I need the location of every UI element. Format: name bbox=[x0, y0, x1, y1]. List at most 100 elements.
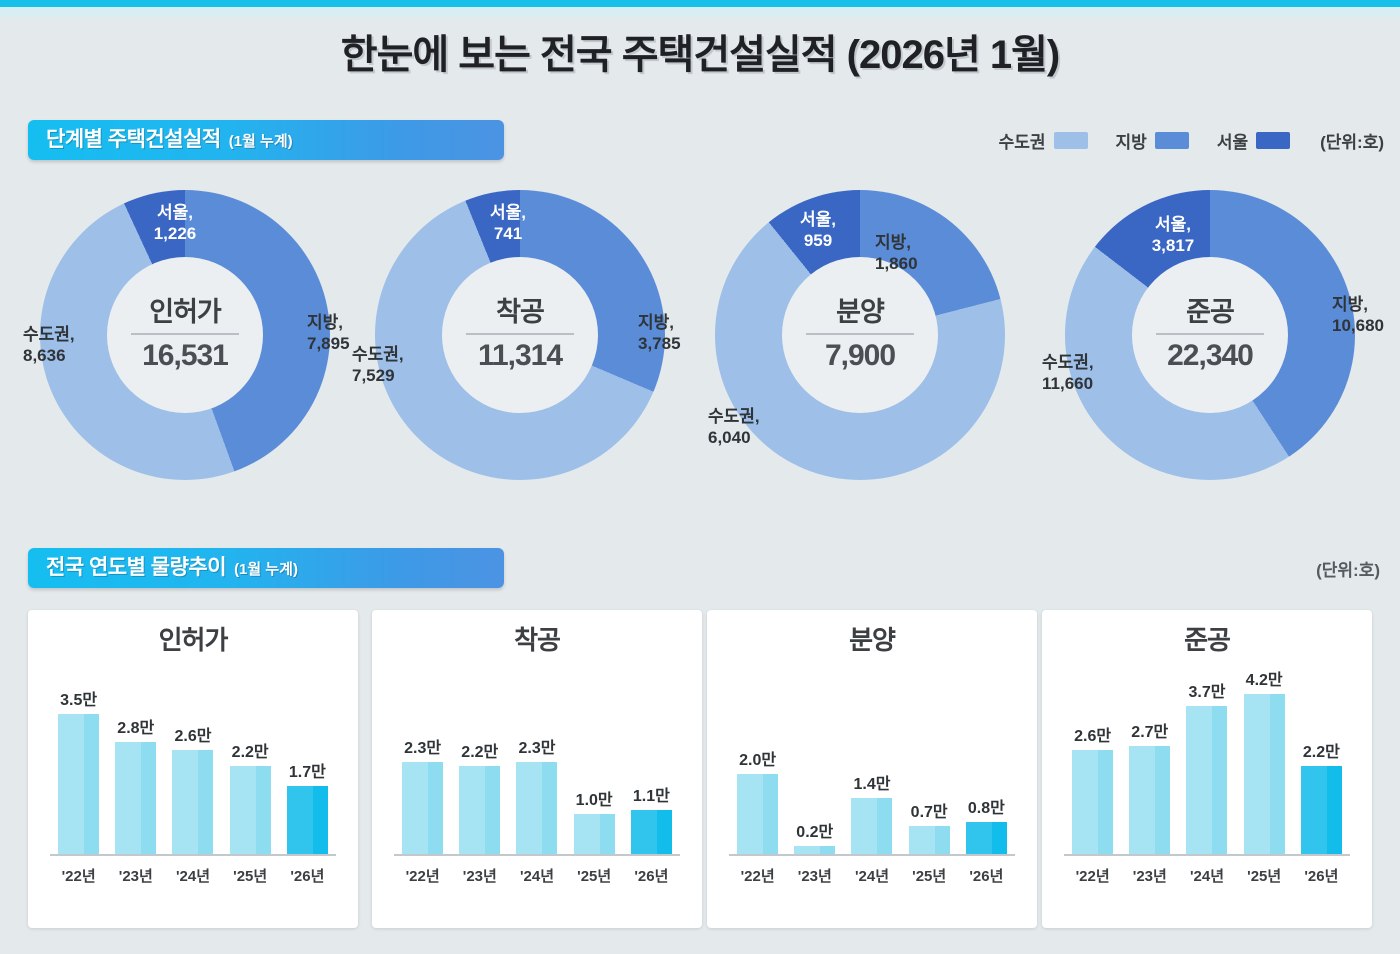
bar-chart-card-3: 분양 2.0만 0.2만 1.4만 0.7만 0.8만 '22년 '23년 '24년 '25년 '2… bbox=[707, 610, 1037, 928]
bar-column: 2.7만 bbox=[1124, 666, 1176, 854]
donut-label-jibang-name: 지방, bbox=[1332, 295, 1369, 314]
donut-label-seoul: 서울, 3,817 bbox=[1118, 215, 1228, 256]
x-axis-tick-label: '25년 bbox=[233, 868, 268, 885]
bar[interactable] bbox=[172, 750, 214, 854]
bar-value-label: 1.0만 bbox=[575, 792, 613, 809]
bar[interactable] bbox=[573, 814, 615, 854]
bar[interactable] bbox=[737, 774, 779, 854]
donut-label-sudogwon-value: 11,660 bbox=[1042, 373, 1094, 393]
donut-center-title: 분양 bbox=[836, 297, 885, 327]
bar-value-label: 1.4만 bbox=[853, 776, 891, 793]
bar-column: 1.7만 bbox=[281, 666, 333, 854]
x-axis-tick-label: '26년 bbox=[634, 868, 669, 885]
x-axis-line bbox=[50, 854, 336, 856]
bar-chart-card-1: 인허가 3.5만 2.8만 2.6만 2.2만 1.7만 '22년 '23년 '24년 '25년 '… bbox=[28, 610, 358, 928]
bar[interactable] bbox=[516, 762, 558, 854]
x-axis-tick-label: '24년 bbox=[519, 868, 554, 885]
legend-item-sudogwon: 수도권 bbox=[999, 128, 1088, 153]
bar-value-label: 2.8만 bbox=[117, 720, 155, 737]
legend-item-seoul: 서울 bbox=[1217, 128, 1291, 153]
section-header-trend-subtitle: (1월 누계) bbox=[234, 561, 298, 578]
x-axis-line bbox=[394, 854, 680, 856]
bar[interactable] bbox=[58, 714, 100, 854]
bar-value-label: 0.2만 bbox=[796, 824, 834, 841]
bar-chart-plot: 2.6만 2.7만 3.7만 4.2만 2.2만 '22년 '23년 '24년 '25년 '26년 bbox=[1056, 665, 1358, 890]
x-axis-tick-label: '24년 bbox=[1189, 868, 1224, 885]
bar-column: 2.3만 bbox=[397, 666, 449, 854]
donut-label-sudogwon-name: 수도권, bbox=[1042, 353, 1094, 372]
bar-value-label: 2.6만 bbox=[1074, 728, 1112, 745]
x-axis-labels: '22년 '23년 '24년 '25년 '26년 bbox=[394, 865, 680, 886]
bar[interactable] bbox=[630, 810, 672, 854]
bar[interactable] bbox=[1129, 746, 1171, 854]
bar-column: 0.8만 bbox=[960, 666, 1012, 854]
donut-label-sudogwon-value: 7,529 bbox=[352, 365, 395, 385]
bar-group: 2.0만 0.2만 1.4만 0.7만 0.8만 bbox=[729, 666, 1015, 854]
bar[interactable] bbox=[1186, 706, 1228, 854]
x-axis-tick-label: '24년 bbox=[175, 868, 210, 885]
bar[interactable] bbox=[459, 766, 501, 854]
donut-label-jibang-value: 10,680 bbox=[1332, 315, 1384, 335]
donut-label-seoul: 서울, 959 bbox=[768, 210, 868, 251]
bar-column: 1.4만 bbox=[846, 666, 898, 854]
bar-column: 4.2만 bbox=[1238, 666, 1290, 854]
bar[interactable] bbox=[965, 822, 1007, 854]
bar[interactable] bbox=[229, 766, 271, 854]
donut-label-jibang-value: 7,895 bbox=[307, 333, 350, 353]
donut-label-sudogwon: 수도권, 6,040 bbox=[708, 407, 760, 448]
x-axis-tick-label: '23년 bbox=[118, 868, 153, 885]
bar-value-label: 0.7만 bbox=[910, 804, 948, 821]
donut-label-sudogwon-name: 수도권, bbox=[23, 325, 75, 344]
x-axis-line bbox=[1064, 854, 1350, 856]
legend-label-jibang: 지방 bbox=[1115, 133, 1147, 152]
donut-label-jibang: 지방, 10,680 bbox=[1332, 295, 1384, 336]
bar[interactable] bbox=[1072, 750, 1114, 854]
bar[interactable] bbox=[286, 786, 328, 854]
bar[interactable] bbox=[402, 762, 444, 854]
bar-value-label: 3.7만 bbox=[1188, 684, 1226, 701]
donut-label-jibang: 지방, 3,785 bbox=[638, 313, 681, 354]
bar-column: 0.2만 bbox=[789, 666, 841, 854]
bar-value-label: 2.3만 bbox=[404, 740, 442, 757]
donut-label-seoul-name: 서울, bbox=[1154, 215, 1191, 234]
donut-chart-1: 인허가 16,531 서울, 1,226 지방, 7,895 수도권, 8,636 bbox=[15, 185, 355, 530]
bar-chart-plot: 2.3만 2.2만 2.3만 1.0만 1.1만 '22년 '23년 '24년 '25년 '26년 bbox=[386, 665, 688, 890]
top-accent-bar bbox=[0, 0, 1400, 7]
x-axis-tick-label: '23년 bbox=[462, 868, 497, 885]
section-header-stage-subtitle: (1월 누계) bbox=[228, 133, 293, 150]
donut-chart-3: 분양 7,900 서울, 959 지방, 1,860 수도권, 6,040 bbox=[690, 185, 1030, 530]
bar-value-label: 1.7만 bbox=[288, 764, 326, 781]
bar-group: 3.5만 2.8만 2.6만 2.2만 1.7만 bbox=[50, 666, 336, 854]
donut-chart-row: 인허가 16,531 서울, 1,226 지방, 7,895 수도권, 8,636 착공 11,3… bbox=[0, 185, 1400, 535]
x-axis-tick-label: '26년 bbox=[290, 868, 325, 885]
bar-chart-plot: 2.0만 0.2만 1.4만 0.7만 0.8만 '22년 '23년 '24년 '25년 '26년 bbox=[721, 665, 1023, 890]
bar[interactable] bbox=[908, 826, 950, 854]
bar-chart-plot: 3.5만 2.8만 2.6만 2.2만 1.7만 '22년 '23년 '24년 '25년 '26년 bbox=[42, 665, 344, 890]
bar[interactable] bbox=[115, 742, 157, 854]
bar-chart-title: 준공 bbox=[1184, 625, 1231, 655]
bar-value-label: 2.3만 bbox=[518, 740, 556, 757]
legend: 수도권 지방 서울 (단위:호) bbox=[971, 128, 1384, 153]
donut-center-divider bbox=[1156, 333, 1264, 335]
donut-label-sudogwon: 수도권, 7,529 bbox=[352, 345, 404, 386]
bar[interactable] bbox=[851, 798, 893, 854]
donut-label-seoul-value: 1,226 bbox=[153, 223, 197, 243]
bar[interactable] bbox=[794, 846, 836, 854]
bar-column: 3.5만 bbox=[53, 666, 105, 854]
donut-label-jibang-value: 3,785 bbox=[638, 333, 681, 353]
legend-unit: (단위:호) bbox=[1320, 133, 1384, 152]
bar[interactable] bbox=[1243, 694, 1285, 854]
donut-label-seoul-name: 서울, bbox=[156, 203, 193, 222]
bar[interactable] bbox=[1300, 766, 1342, 854]
legend-item-jibang: 지방 bbox=[1116, 128, 1189, 153]
donut-center-total: 7,900 bbox=[824, 339, 896, 372]
donut-chart-2: 착공 11,314 서울, 741 지방, 3,785 수도권, 7,529 bbox=[350, 185, 690, 530]
donut-label-seoul: 서울, 1,226 bbox=[120, 203, 230, 244]
legend-swatch-jibang bbox=[1154, 132, 1189, 149]
donut-center-divider bbox=[131, 333, 239, 335]
x-axis-tick-label: '22년 bbox=[1075, 868, 1110, 885]
x-axis-labels: '22년 '23년 '24년 '25년 '26년 bbox=[1064, 865, 1350, 886]
bar-value-label: 2.2만 bbox=[1302, 744, 1340, 761]
x-axis-line bbox=[729, 854, 1015, 856]
bar-value-label: 2.7만 bbox=[1131, 724, 1169, 741]
